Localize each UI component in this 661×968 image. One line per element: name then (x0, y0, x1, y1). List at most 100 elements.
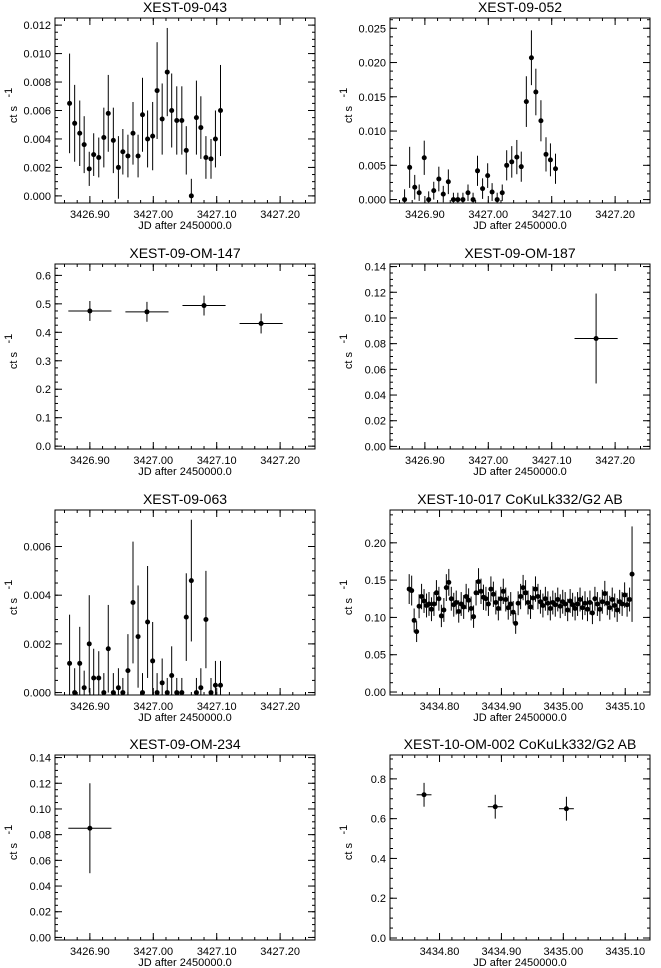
plot-frame (389, 263, 651, 450)
y-tick-label: 0.08 (365, 339, 386, 351)
data-point (465, 190, 471, 196)
data-point (619, 601, 625, 607)
y-tick-label: 0.010 (358, 126, 386, 138)
data-point (174, 117, 180, 123)
y-tick-label: 0.4 (36, 327, 51, 339)
data-point (433, 590, 439, 596)
y-tick-label: 0.2 (371, 893, 386, 905)
data-point (567, 598, 573, 604)
y-axis-label-superscript: -1 (3, 88, 15, 98)
data-point (443, 585, 449, 591)
data-point (218, 682, 224, 688)
data-point (540, 602, 546, 608)
y-axis-label: ct s (343, 842, 355, 860)
data-point (421, 155, 427, 161)
y-axis-label-superscript: -1 (3, 825, 15, 835)
data-point (545, 600, 551, 606)
y-axis-label-superscript: -1 (3, 334, 15, 344)
data-point (428, 606, 434, 612)
data-point (436, 596, 442, 602)
data-point (86, 641, 92, 647)
plot-frame (54, 263, 316, 450)
x-tick-label: 3426.90 (405, 209, 445, 221)
y-tick-label: 0.005 (358, 160, 386, 172)
data-point (91, 152, 97, 158)
data-point (593, 336, 599, 342)
y-axis-label: ct s (343, 597, 355, 615)
y-tick-label: 0.006 (23, 542, 51, 554)
data-point (577, 597, 583, 603)
data-series (68, 295, 283, 334)
y-axis-label: ct s (8, 842, 20, 860)
data-point (86, 166, 92, 172)
data-point (203, 154, 209, 160)
data-point (446, 579, 452, 585)
y-axis-label-superscript: -1 (338, 88, 350, 98)
y-tick-label: 0.20 (365, 538, 386, 550)
y-tick-label: 0.000 (358, 195, 386, 207)
data-point (489, 189, 495, 195)
data-point (508, 601, 514, 607)
data-point (504, 162, 510, 168)
data-point (490, 591, 496, 597)
data-point (450, 197, 456, 203)
data-point (125, 153, 131, 159)
data-point (538, 118, 544, 124)
data-point (476, 579, 482, 585)
data-point (515, 600, 521, 606)
x-tick-label: 3427.00 (133, 946, 173, 958)
data-point (495, 605, 501, 611)
data-point (557, 603, 563, 609)
x-tick-label: 3427.20 (260, 946, 300, 958)
data-point (414, 629, 420, 635)
data-series (402, 30, 559, 203)
y-axis-label-group: ct s -1 (3, 580, 20, 615)
x-tick-label: 3427.10 (197, 946, 237, 958)
y-tick-label: 0.06 (30, 855, 51, 867)
x-tick-label: 3427.20 (595, 209, 635, 221)
data-point (115, 685, 121, 691)
y-tick-label: 0.6 (36, 270, 51, 282)
data-point (188, 193, 194, 199)
x-tick-label: 3434.90 (482, 946, 522, 958)
x-tick-label: 3427.00 (468, 209, 508, 221)
chart-panel: XEST-09-043 3426.90 3427.00 3427.10 3427.20 0… (3, 0, 316, 232)
data-point (589, 610, 595, 616)
y-tick-label: 0.2 (36, 384, 51, 396)
data-point (493, 600, 499, 605)
y-tick-label: 0.025 (358, 23, 386, 35)
data-point (624, 602, 630, 608)
data-point (468, 605, 474, 611)
data-point (441, 607, 447, 613)
x-tick-label: 3427.20 (595, 455, 635, 467)
data-point (563, 806, 569, 812)
data-point (532, 586, 538, 592)
data-point (431, 601, 437, 607)
data-point (193, 115, 199, 121)
data-point (81, 142, 87, 148)
plot-frame (389, 754, 651, 941)
data-series (67, 519, 224, 695)
x-axis-label: JD after 2450000.0 (138, 712, 232, 724)
data-point (523, 590, 529, 596)
data-point (470, 197, 476, 203)
data-point (416, 603, 422, 609)
data-point (87, 308, 93, 314)
data-point (463, 594, 469, 600)
data-point (421, 598, 427, 604)
data-point (518, 164, 524, 170)
data-point (218, 108, 224, 113)
x-tick-label: 3427.10 (532, 455, 572, 467)
data-point (421, 792, 427, 798)
data-point (466, 597, 472, 603)
data-point (537, 599, 543, 605)
data-point (150, 133, 156, 139)
chart-title: XEST-09-OM-147 (129, 245, 240, 261)
data-point (77, 660, 83, 666)
data-point (198, 125, 204, 131)
data-point (120, 690, 126, 695)
data-point (87, 825, 93, 831)
data-point (110, 690, 116, 695)
data-point (629, 571, 635, 577)
data-point (478, 588, 484, 594)
